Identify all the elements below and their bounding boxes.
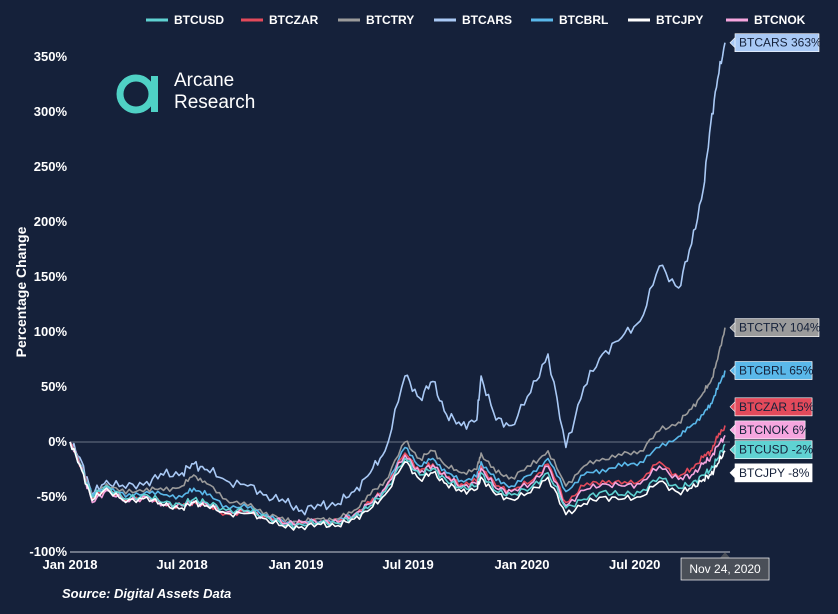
end-label-box: [734, 440, 813, 460]
series-line-btcjpy: [69, 441, 726, 531]
end-label-btcnok: BTCNOK 6%: [729, 420, 810, 440]
end-label-btcars: BTCARS 363%: [729, 33, 822, 53]
series-line-btcars: [69, 42, 726, 516]
logo-line-1: Arcane: [174, 70, 235, 91]
y-tick-label: 300%: [34, 104, 68, 119]
y-axis-ticks: -100% -50% 0% 50% 100% 150% 200% 250% 300% 350%: [29, 49, 67, 559]
series-line-btcusd: [69, 441, 726, 530]
x-tick-label: Jan 2018: [43, 557, 98, 572]
x-tick-label: Jul 2019: [382, 557, 433, 572]
y-tick-label: 150%: [34, 269, 68, 284]
legend-label: BTCTRY: [366, 13, 414, 27]
end-label-box: [734, 361, 813, 380]
end-label-text: BTCNOK 6%: [739, 423, 810, 437]
legend-label: BTCARS: [462, 13, 512, 27]
end-label-btczar: BTCZAR 15%: [729, 397, 815, 417]
legend-label: BTCNOK: [754, 13, 806, 27]
chart-grid: [70, 441, 730, 553]
end-label-btctry: BTCTRY 104%: [729, 318, 821, 337]
end-label-box: [734, 397, 813, 417]
logo-line-2: Research: [174, 92, 256, 113]
arcane-research-logo: Arcane Research: [116, 70, 276, 118]
y-tick-label: -50%: [37, 489, 68, 504]
crosshair-pointer: [720, 552, 731, 558]
legend-label: BTCBRL: [559, 13, 608, 27]
series-line-btcnok: [69, 435, 726, 526]
end-label-text: BTCUSD -2%: [739, 443, 813, 457]
end-label-text: BTCJPY -8%: [739, 466, 810, 480]
end-label-box: [734, 463, 813, 483]
x-tick-label: Jul 2018: [156, 557, 207, 572]
crosshair: Nov 24, 2020: [680, 552, 770, 581]
series-line-btcbrl: [69, 370, 726, 527]
y-tick-label: 200%: [34, 214, 68, 229]
end-label-text: BTCTRY 104%: [739, 321, 821, 335]
end-label-btcbrl: BTCBRL 65%: [729, 361, 814, 380]
y-tick-label: 50%: [41, 379, 67, 394]
x-tick-label: Jul 2020: [609, 557, 660, 572]
legend: BTCUSD BTCZAR BTCTRY BTCARS BTCBRL BTCJPY BTCN…: [146, 13, 806, 27]
x-tick-label: Jan 2019: [269, 557, 324, 572]
source-note: Source: Digital Assets Data: [62, 586, 232, 601]
y-tick-label: 100%: [34, 324, 68, 339]
end-label-text: BTCZAR 15%: [739, 400, 815, 414]
legend-label: BTCUSD: [174, 13, 224, 27]
legend-label: BTCJPY: [656, 13, 703, 27]
end-label-btcusd: BTCUSD -2%: [729, 440, 813, 460]
crosshair-date-label: Nov 24, 2020: [689, 562, 761, 576]
y-tick-label: 0%: [48, 434, 67, 449]
y-tick-label: -100%: [29, 544, 67, 559]
end-label-box: [734, 318, 820, 337]
legend-label: BTCZAR: [269, 13, 319, 27]
end-label-box: [734, 420, 806, 440]
end-label-text: BTCARS 363%: [739, 36, 822, 50]
series-line-btczar: [69, 425, 726, 528]
y-tick-label: 350%: [34, 49, 68, 64]
end-label-btcjpy: BTCJPY -8%: [729, 463, 813, 483]
y-axis-title: Percentage Change: [13, 226, 29, 357]
x-axis-ticks: Jan 2018 Jul 2018 Jan 2019 Jul 2019 Jan 2020…: [43, 557, 661, 572]
y-tick-label: 250%: [34, 159, 68, 174]
series-line-btctry: [69, 327, 726, 524]
end-label-box: [734, 33, 820, 53]
end-labels: BTCARS 363% BTCTRY 104% BTCBRL 65% BTCZAR 1…: [729, 33, 822, 483]
x-tick-label: Jan 2020: [495, 557, 550, 572]
logo-wordmark: Arcane Research: [174, 70, 255, 114]
arcane-logo-mark-icon: [116, 74, 158, 114]
crosshair-box: [680, 557, 770, 581]
end-label-text: BTCBRL 65%: [739, 364, 814, 378]
series-lines: [69, 42, 726, 531]
